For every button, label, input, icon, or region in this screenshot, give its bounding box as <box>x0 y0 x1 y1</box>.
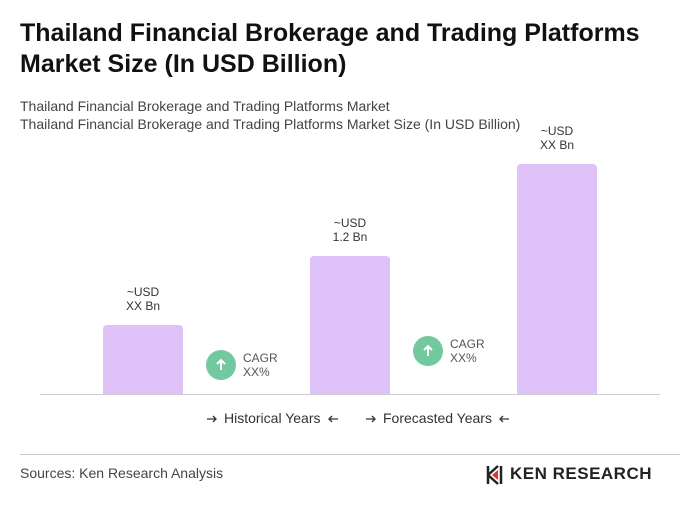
value-label: ~USD XX Bn <box>125 285 161 313</box>
chart-title: Thailand Financial Brokerage and Trading… <box>20 19 640 78</box>
source: Sources: Ken Research Analysis <box>20 465 224 481</box>
cagr-label: CAGR XX% <box>243 351 278 379</box>
legend-label: Forecasted Years <box>383 410 492 426</box>
value-label: ~USD XX Bn <box>539 124 575 152</box>
logo: KEN RESEARCH <box>510 464 653 483</box>
divider <box>20 454 680 455</box>
cagr-icon <box>206 350 236 380</box>
subtitle: Thailand Financial Brokerage and Trading… <box>20 116 521 132</box>
bar <box>310 256 390 394</box>
logo-icon <box>486 465 503 485</box>
cagr-icon <box>413 336 443 366</box>
legend-item: Historical Years <box>200 410 345 426</box>
bar <box>103 325 183 394</box>
value-label: ~USD 1.2 Bn <box>332 216 368 244</box>
bar <box>517 164 597 394</box>
baseline <box>40 394 660 395</box>
legend-item: Forecasted Years <box>359 410 516 426</box>
subtitle: Thailand Financial Brokerage and Trading… <box>20 98 390 114</box>
cagr-label: CAGR XX% <box>450 337 485 365</box>
legend-label: Historical Years <box>224 410 321 426</box>
